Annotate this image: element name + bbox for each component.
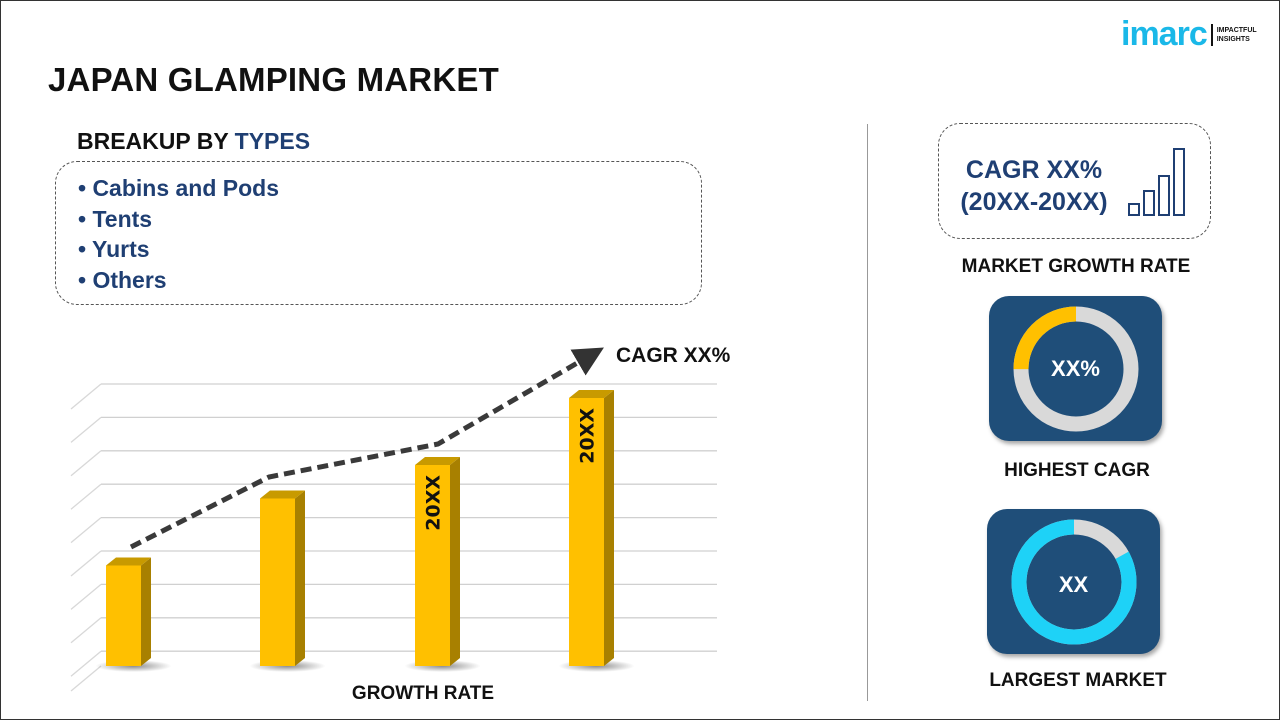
trend-annotation: CAGR XX% <box>616 344 731 367</box>
logo-tagline-2: INSIGHTS <box>1216 35 1250 43</box>
divider <box>867 124 868 701</box>
gridline-diagonal <box>70 383 102 410</box>
logo-divider <box>1210 23 1213 46</box>
types-list: • Cabins and Pods • Tents • Yurts • Othe… <box>55 161 702 305</box>
bar-top <box>260 490 305 499</box>
growth-chart: 20XX 20XX CAGR XX% GROWTH RATE <box>70 344 731 704</box>
donut-segment <box>1013 306 1139 432</box>
imarc-logo: imarc IMPACTFUL INSIGHTS <box>1121 15 1257 54</box>
page-title: JAPAN GLAMPING MARKET <box>48 61 499 98</box>
cagr-period: (20XX-20XX) <box>960 188 1108 216</box>
bar-top <box>569 390 614 398</box>
bar-side <box>604 390 614 666</box>
highest-cagr-card: XX% <box>989 296 1162 441</box>
market-growth-box: CAGR XX% (20XX-20XX) <box>938 123 1211 239</box>
x-axis-label: GROWTH RATE <box>352 683 494 704</box>
gridline-diagonal <box>70 483 102 510</box>
bar <box>260 498 295 666</box>
type-item: • Tents <box>78 205 153 232</box>
logo-tagline-1: IMPACTFUL <box>1216 26 1257 34</box>
cagr-value: CAGR XX% <box>965 156 1103 184</box>
trend-line <box>129 347 604 550</box>
bar-top <box>106 557 151 566</box>
bar-side <box>295 490 305 666</box>
donut-chart <box>1011 519 1137 645</box>
bar-top <box>415 457 460 465</box>
largest-market-card: XX <box>987 509 1160 654</box>
gridline-diagonal <box>70 583 102 610</box>
bar <box>415 465 450 666</box>
gridline-diagonal <box>70 517 102 544</box>
donut-segment <box>1011 519 1137 645</box>
bar-label: 20XX <box>577 408 599 464</box>
largest-market-value: XX <box>1058 572 1089 597</box>
gridline-diagonal <box>70 650 102 677</box>
gridline-diagonal <box>70 450 102 477</box>
breakup-prefix: BREAKUP BY <box>77 128 235 154</box>
breakup-highlight: TYPES <box>234 128 311 154</box>
breakup-heading: BREAKUP BY TYPES <box>77 128 310 155</box>
gridline-diagonal <box>70 416 102 443</box>
largest-market-label: LARGEST MARKET <box>989 670 1167 691</box>
donut-chart <box>1013 306 1139 432</box>
bar-side <box>450 457 460 666</box>
type-item: • Others <box>78 266 167 293</box>
gridline-diagonal <box>70 617 102 644</box>
market-growth-label: MARKET GROWTH RATE <box>961 256 1191 277</box>
bar-chart-icon <box>1128 148 1185 216</box>
type-item: • Cabins and Pods <box>78 175 280 201</box>
bar-label: 20XX <box>423 475 445 531</box>
logo-brand: imarc <box>1121 15 1208 53</box>
bar <box>569 398 604 666</box>
gridline-diagonal <box>70 550 102 577</box>
highest-cagr-value: XX% <box>1051 356 1100 381</box>
bar <box>106 565 141 666</box>
bar-side <box>141 557 151 666</box>
type-item: • Yurts <box>78 236 150 262</box>
highest-cagr-label: HIGHEST CAGR <box>1004 460 1150 481</box>
gridline-diagonal <box>70 665 102 692</box>
logo-tagline: IMPACTFUL INSIGHTS <box>1217 26 1257 44</box>
